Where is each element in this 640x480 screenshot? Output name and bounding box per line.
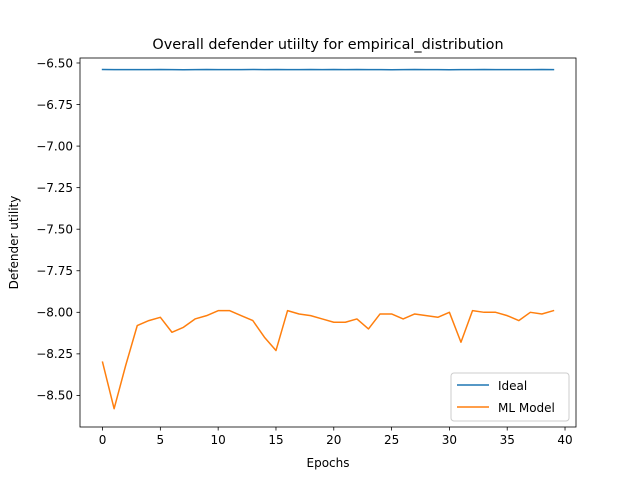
- x-tick-label: 10: [211, 433, 226, 447]
- legend: Ideal ML Model: [450, 372, 570, 422]
- y-axis-label: Defender utility: [7, 196, 21, 290]
- y-tick-label: −7.75: [36, 264, 73, 278]
- x-tick-label: 15: [268, 433, 283, 447]
- x-tick-label: 20: [326, 433, 341, 447]
- x-tick-label: 30: [442, 433, 457, 447]
- plot-lines: [101, 68, 555, 410]
- y-tick-label: −6.75: [36, 98, 73, 112]
- x-tick-label: 25: [384, 433, 399, 447]
- y-axis-ticks: −6.50 −6.75 −7.00 −7.25 −7.50 −7.75 −8.00 −8.25…: [36, 56, 80, 403]
- y-tick-label: −6.50: [36, 56, 73, 70]
- x-tick-label: 35: [500, 433, 515, 447]
- legend-label-ideal: Ideal: [498, 379, 527, 393]
- x-tick-label: 40: [557, 433, 572, 447]
- legend-label-ml-model: ML Model: [498, 401, 555, 415]
- x-axis-label: Epochs: [307, 456, 350, 470]
- y-tick-label: −7.50: [36, 223, 73, 237]
- y-tick-label: −8.50: [36, 389, 73, 403]
- x-axis-ticks: 0 5 10 15 20 25 30 35 40: [99, 427, 573, 447]
- x-tick-label: 0: [99, 433, 107, 447]
- y-tick-label: −8.00: [36, 306, 73, 320]
- plot-frame: [79, 57, 577, 428]
- chart-title: Overall defender utiilty for empirical_d…: [152, 37, 503, 53]
- x-tick-label: 5: [157, 433, 165, 447]
- y-tick-label: −7.25: [36, 181, 73, 195]
- series-line-ml-model: [101, 309, 555, 410]
- y-tick-label: −7.00: [36, 139, 73, 153]
- y-tick-label: −8.25: [36, 347, 73, 361]
